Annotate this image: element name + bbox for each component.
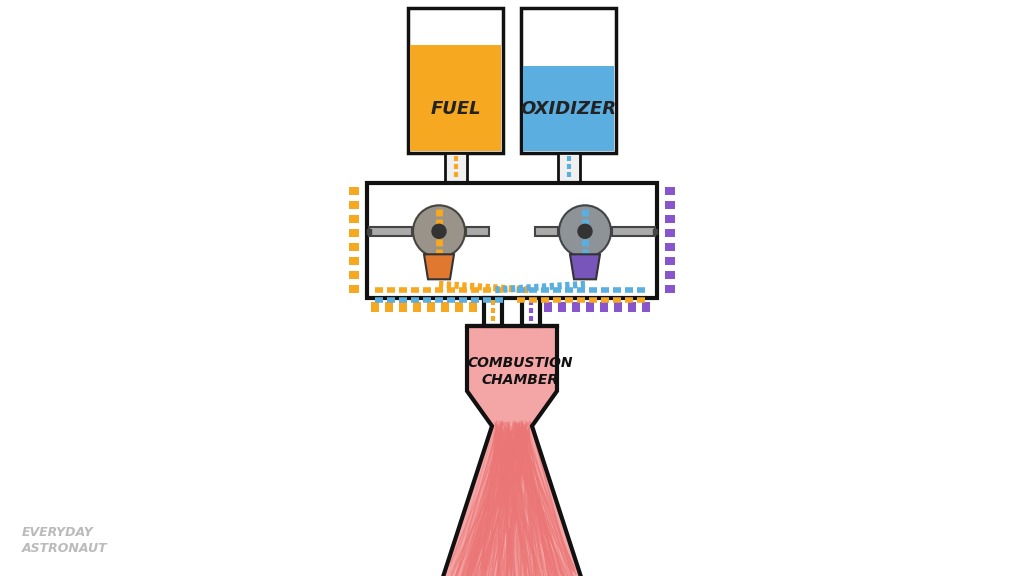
Circle shape bbox=[413, 205, 465, 257]
FancyBboxPatch shape bbox=[408, 8, 503, 153]
FancyBboxPatch shape bbox=[614, 302, 622, 312]
Circle shape bbox=[578, 224, 592, 238]
Text: FUEL: FUEL bbox=[430, 100, 481, 119]
FancyBboxPatch shape bbox=[349, 257, 359, 265]
FancyBboxPatch shape bbox=[665, 229, 675, 237]
FancyBboxPatch shape bbox=[572, 302, 580, 312]
FancyBboxPatch shape bbox=[521, 8, 616, 153]
FancyBboxPatch shape bbox=[444, 153, 467, 183]
FancyBboxPatch shape bbox=[557, 153, 580, 183]
FancyBboxPatch shape bbox=[410, 45, 501, 151]
Polygon shape bbox=[424, 254, 454, 279]
FancyBboxPatch shape bbox=[665, 187, 675, 195]
Circle shape bbox=[413, 205, 465, 257]
FancyBboxPatch shape bbox=[665, 215, 675, 223]
FancyBboxPatch shape bbox=[349, 243, 359, 251]
FancyBboxPatch shape bbox=[399, 302, 407, 312]
FancyBboxPatch shape bbox=[544, 302, 552, 312]
Polygon shape bbox=[442, 326, 582, 576]
FancyBboxPatch shape bbox=[665, 201, 675, 209]
FancyBboxPatch shape bbox=[441, 302, 449, 312]
FancyBboxPatch shape bbox=[600, 302, 608, 312]
FancyBboxPatch shape bbox=[427, 302, 435, 312]
FancyBboxPatch shape bbox=[413, 302, 421, 312]
FancyBboxPatch shape bbox=[349, 229, 359, 237]
FancyBboxPatch shape bbox=[349, 215, 359, 223]
FancyBboxPatch shape bbox=[349, 187, 359, 195]
FancyBboxPatch shape bbox=[536, 227, 558, 236]
Circle shape bbox=[559, 205, 611, 257]
FancyBboxPatch shape bbox=[385, 302, 393, 312]
FancyBboxPatch shape bbox=[466, 227, 488, 236]
FancyBboxPatch shape bbox=[586, 302, 594, 312]
Circle shape bbox=[432, 224, 446, 238]
FancyBboxPatch shape bbox=[349, 271, 359, 279]
FancyBboxPatch shape bbox=[367, 183, 657, 298]
FancyBboxPatch shape bbox=[484, 298, 502, 326]
FancyBboxPatch shape bbox=[469, 302, 477, 312]
FancyBboxPatch shape bbox=[665, 271, 675, 279]
Circle shape bbox=[559, 205, 611, 257]
FancyBboxPatch shape bbox=[628, 302, 636, 312]
FancyBboxPatch shape bbox=[522, 298, 540, 326]
FancyBboxPatch shape bbox=[665, 257, 675, 265]
FancyBboxPatch shape bbox=[558, 302, 566, 312]
FancyBboxPatch shape bbox=[612, 227, 655, 236]
FancyBboxPatch shape bbox=[665, 285, 675, 293]
FancyBboxPatch shape bbox=[642, 302, 650, 312]
Text: OXIDIZER: OXIDIZER bbox=[520, 100, 616, 119]
Text: COMBUSTION
CHAMBER: COMBUSTION CHAMBER bbox=[467, 356, 572, 387]
Polygon shape bbox=[570, 254, 600, 279]
FancyBboxPatch shape bbox=[371, 302, 379, 312]
Text: EVERYDAY
ASTRONAUT: EVERYDAY ASTRONAUT bbox=[22, 526, 108, 555]
FancyBboxPatch shape bbox=[455, 302, 463, 312]
FancyBboxPatch shape bbox=[369, 227, 412, 236]
FancyBboxPatch shape bbox=[665, 243, 675, 251]
FancyBboxPatch shape bbox=[523, 66, 614, 151]
FancyBboxPatch shape bbox=[349, 285, 359, 293]
FancyBboxPatch shape bbox=[349, 201, 359, 209]
